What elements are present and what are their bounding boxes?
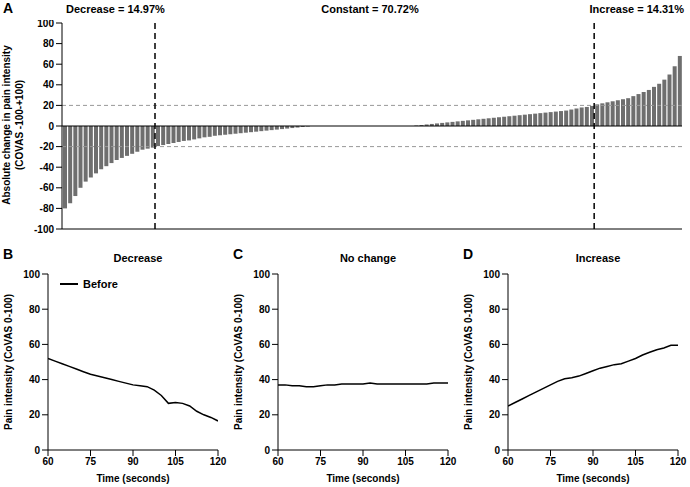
svg-text:40: 40 bbox=[43, 79, 55, 90]
html-text:Increase: Increase bbox=[575, 252, 621, 264]
svg-text:20: 20 bbox=[489, 409, 501, 420]
html-text:(COVAS -100-+100): (COVAS -100-+100) bbox=[14, 79, 25, 171]
svg-text:100: 100 bbox=[23, 270, 40, 280]
svg-text:Time (seconds): Time (seconds) bbox=[326, 473, 399, 484]
svg-text:100: 100 bbox=[37, 20, 54, 29]
html-text:Constant = 70.72%: Constant = 70.72% bbox=[321, 3, 419, 15]
html-text:Before: Before bbox=[83, 278, 118, 290]
html-text:A: A bbox=[3, 0, 14, 16]
svg-text:0: 0 bbox=[48, 121, 54, 132]
html-text:B: B bbox=[3, 246, 14, 262]
html-text:Increase = 14.31%: Increase = 14.31% bbox=[589, 3, 684, 15]
svg-text:105: 105 bbox=[627, 456, 644, 467]
svg-text:20: 20 bbox=[29, 409, 41, 420]
svg-text:40: 40 bbox=[489, 374, 501, 385]
svg-text:105: 105 bbox=[397, 456, 414, 467]
html-text:D: D bbox=[463, 246, 474, 262]
svg-text:80: 80 bbox=[29, 304, 41, 315]
svg-text:60: 60 bbox=[29, 339, 41, 350]
svg-text:60: 60 bbox=[489, 339, 501, 350]
svg-text:90: 90 bbox=[587, 456, 599, 467]
svg-text:100: 100 bbox=[483, 270, 500, 280]
svg-text:20: 20 bbox=[259, 409, 271, 420]
svg-text:80: 80 bbox=[43, 38, 55, 49]
svg-text:120: 120 bbox=[440, 456, 457, 467]
svg-text:75: 75 bbox=[85, 456, 97, 467]
svg-text:60: 60 bbox=[42, 456, 54, 467]
svg-text:40: 40 bbox=[29, 374, 41, 385]
svg-text:0: 0 bbox=[34, 445, 40, 456]
html-text:C: C bbox=[233, 246, 244, 262]
svg-text:105: 105 bbox=[167, 456, 184, 467]
html-text:No change: No change bbox=[339, 252, 397, 264]
svg-text:Time (seconds): Time (seconds) bbox=[96, 473, 169, 484]
svg-text:-100: -100 bbox=[34, 224, 54, 235]
svg-text:0: 0 bbox=[264, 445, 270, 456]
html-text:Decrease: Decrease bbox=[113, 252, 163, 264]
svg-text:-20: -20 bbox=[40, 141, 55, 152]
html-text:Decrease = 14.97%: Decrease = 14.97% bbox=[66, 3, 165, 15]
svg-text:-60: -60 bbox=[40, 182, 55, 193]
svg-text:60: 60 bbox=[259, 339, 271, 350]
svg-text:-80: -80 bbox=[40, 203, 55, 214]
html-text:Absolute change in pain intens: Absolute change in pain intensity bbox=[1, 45, 12, 205]
svg-text:0: 0 bbox=[494, 445, 500, 456]
svg-text:Pain intensity (CoVAS 0-100): Pain intensity (CoVAS 0-100) bbox=[233, 294, 244, 430]
svg-text:20: 20 bbox=[43, 100, 55, 111]
svg-text:80: 80 bbox=[259, 304, 271, 315]
svg-text:75: 75 bbox=[315, 456, 327, 467]
svg-text:100: 100 bbox=[253, 270, 270, 280]
svg-text:80: 80 bbox=[489, 304, 501, 315]
svg-text:75: 75 bbox=[545, 456, 557, 467]
svg-text:60: 60 bbox=[43, 59, 55, 70]
svg-text:90: 90 bbox=[127, 456, 139, 467]
svg-text:-40: -40 bbox=[40, 162, 55, 173]
svg-text:120: 120 bbox=[670, 456, 682, 467]
svg-text:40: 40 bbox=[259, 374, 271, 385]
svg-text:60: 60 bbox=[272, 456, 284, 467]
svg-text:90: 90 bbox=[357, 456, 369, 467]
svg-text:Time (seconds): Time (seconds) bbox=[556, 473, 629, 484]
svg-text:Pain intensity (CoVAS 0-100): Pain intensity (CoVAS 0-100) bbox=[463, 294, 474, 430]
svg-text:Pain intensity (CoVAS 0-100): Pain intensity (CoVAS 0-100) bbox=[8, 294, 14, 430]
svg-text:60: 60 bbox=[502, 456, 514, 467]
svg-text:120: 120 bbox=[210, 456, 227, 467]
